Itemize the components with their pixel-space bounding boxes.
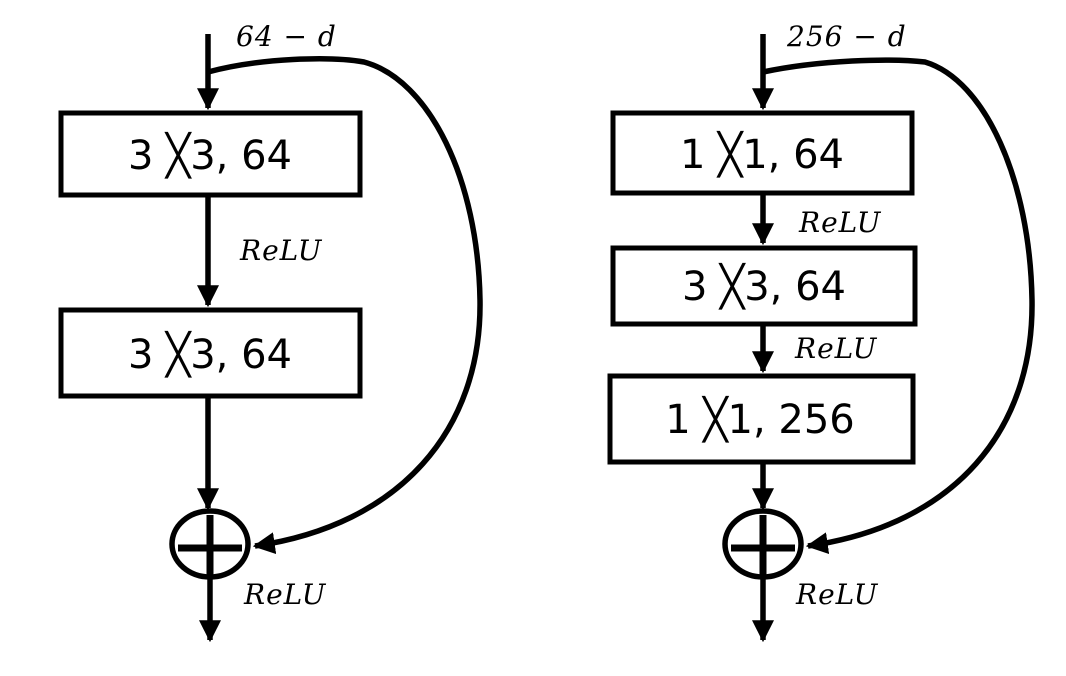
right-conv-layer-1-label: 1 ╳1, 64 <box>680 130 844 178</box>
left-conv-layer-2-label: 3 ╳3, 64 <box>128 330 292 378</box>
left-residual-block: 64 − d 3 ╳3, 64 ReLU 3 ╳3, 64 ReLU <box>61 20 480 640</box>
right-conv-layer-2-label: 3 ╳3, 64 <box>682 262 846 310</box>
right-input-dimension-label: 256 − d <box>786 20 907 53</box>
left-conv-layer-1-label: 3 ╳3, 64 <box>128 131 292 179</box>
right-conv-layer-3-label: 1 ╳1, 256 <box>665 395 854 443</box>
left-relu-label-1: ReLU <box>239 234 323 267</box>
right-relu-label-3: ReLU <box>795 578 879 611</box>
right-relu-label-1: ReLU <box>798 206 882 239</box>
right-relu-label-2: ReLU <box>794 332 878 365</box>
left-input-dimension-label: 64 − d <box>236 20 337 53</box>
right-residual-block: 256 − d 1 ╳1, 64 ReLU 3 ╳3, 64 ReLU 1 ╳1… <box>610 20 1032 640</box>
left-relu-label-2: ReLU <box>243 578 327 611</box>
circled-plus-icon <box>172 511 248 577</box>
circled-plus-icon <box>725 511 801 577</box>
